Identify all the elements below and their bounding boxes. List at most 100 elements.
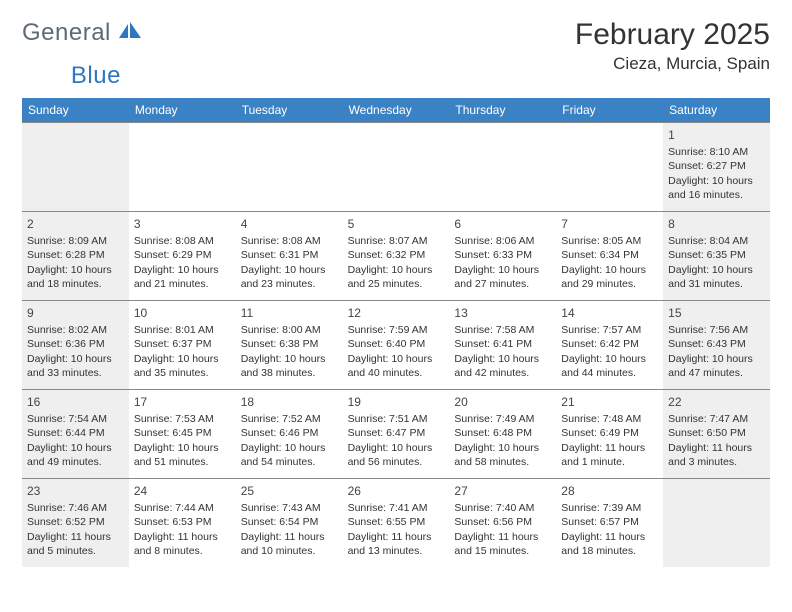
day-number: 19 xyxy=(348,394,445,410)
dow-cell: Thursday xyxy=(449,98,556,122)
day-detail-line: Sunset: 6:53 PM xyxy=(134,515,231,529)
day-detail-line: Sunrise: 8:01 AM xyxy=(134,323,231,337)
day-cell: 2Sunrise: 8:09 AMSunset: 6:28 PMDaylight… xyxy=(22,212,129,300)
day-cell: 4Sunrise: 8:08 AMSunset: 6:31 PMDaylight… xyxy=(236,212,343,300)
day-detail-line: Sunset: 6:42 PM xyxy=(561,337,658,351)
day-number: 10 xyxy=(134,305,231,321)
day-cell: 8Sunrise: 8:04 AMSunset: 6:35 PMDaylight… xyxy=(663,212,770,300)
week-row: 1Sunrise: 8:10 AMSunset: 6:27 PMDaylight… xyxy=(22,122,770,211)
day-detail-line: Sunrise: 8:04 AM xyxy=(668,234,765,248)
day-cell: 27Sunrise: 7:40 AMSunset: 6:56 PMDayligh… xyxy=(449,479,556,567)
day-detail-line: Sunset: 6:45 PM xyxy=(134,426,231,440)
day-detail-line: Daylight: 10 hours and 25 minutes. xyxy=(348,263,445,291)
day-detail-line: Sunset: 6:54 PM xyxy=(241,515,338,529)
day-detail-line: Sunset: 6:56 PM xyxy=(454,515,551,529)
calendar: SundayMondayTuesdayWednesdayThursdayFrid… xyxy=(22,98,770,567)
day-number: 2 xyxy=(27,216,124,232)
day-detail-line: Sunrise: 8:00 AM xyxy=(241,323,338,337)
day-cell: 18Sunrise: 7:52 AMSunset: 6:46 PMDayligh… xyxy=(236,390,343,478)
day-detail-line: Daylight: 10 hours and 29 minutes. xyxy=(561,263,658,291)
day-cell: 22Sunrise: 7:47 AMSunset: 6:50 PMDayligh… xyxy=(663,390,770,478)
day-detail-line: Sunrise: 7:47 AM xyxy=(668,412,765,426)
week-row: 16Sunrise: 7:54 AMSunset: 6:44 PMDayligh… xyxy=(22,389,770,478)
day-detail-line: Sunset: 6:49 PM xyxy=(561,426,658,440)
day-detail-line: Sunrise: 8:02 AM xyxy=(27,323,124,337)
day-detail-line: Sunrise: 7:48 AM xyxy=(561,412,658,426)
day-detail-line: Daylight: 11 hours and 3 minutes. xyxy=(668,441,765,469)
week-row: 9Sunrise: 8:02 AMSunset: 6:36 PMDaylight… xyxy=(22,300,770,389)
month-title: February 2025 xyxy=(575,18,770,52)
day-detail-line: Sunrise: 7:56 AM xyxy=(668,323,765,337)
day-cell xyxy=(556,123,663,211)
day-cell: 21Sunrise: 7:48 AMSunset: 6:49 PMDayligh… xyxy=(556,390,663,478)
day-detail-line: Daylight: 10 hours and 38 minutes. xyxy=(241,352,338,380)
title-block: February 2025 Cieza, Murcia, Spain xyxy=(575,18,770,74)
day-detail-line: Sunrise: 7:58 AM xyxy=(454,323,551,337)
day-number: 24 xyxy=(134,483,231,499)
day-number: 15 xyxy=(668,305,765,321)
day-detail-line: Sunset: 6:29 PM xyxy=(134,248,231,262)
day-number: 3 xyxy=(134,216,231,232)
day-detail-line: Sunrise: 7:52 AM xyxy=(241,412,338,426)
day-detail-line: Daylight: 10 hours and 21 minutes. xyxy=(134,263,231,291)
logo-sails-icon xyxy=(117,20,143,47)
day-cell xyxy=(236,123,343,211)
day-cell xyxy=(22,123,129,211)
day-detail-line: Sunset: 6:33 PM xyxy=(454,248,551,262)
logo-text-general: General xyxy=(22,19,111,47)
day-detail-line: Daylight: 10 hours and 16 minutes. xyxy=(668,174,765,202)
day-detail-line: Sunset: 6:44 PM xyxy=(27,426,124,440)
day-cell: 3Sunrise: 8:08 AMSunset: 6:29 PMDaylight… xyxy=(129,212,236,300)
week-row: 23Sunrise: 7:46 AMSunset: 6:52 PMDayligh… xyxy=(22,478,770,567)
day-number: 11 xyxy=(241,305,338,321)
day-number: 25 xyxy=(241,483,338,499)
logo: General xyxy=(22,18,145,47)
day-detail-line: Sunset: 6:50 PM xyxy=(668,426,765,440)
day-cell: 13Sunrise: 7:58 AMSunset: 6:41 PMDayligh… xyxy=(449,301,556,389)
day-cell: 14Sunrise: 7:57 AMSunset: 6:42 PMDayligh… xyxy=(556,301,663,389)
day-detail-line: Daylight: 11 hours and 18 minutes. xyxy=(561,530,658,558)
day-number: 5 xyxy=(348,216,445,232)
day-cell: 28Sunrise: 7:39 AMSunset: 6:57 PMDayligh… xyxy=(556,479,663,567)
day-cell: 25Sunrise: 7:43 AMSunset: 6:54 PMDayligh… xyxy=(236,479,343,567)
dow-cell: Saturday xyxy=(663,98,770,122)
day-cell: 17Sunrise: 7:53 AMSunset: 6:45 PMDayligh… xyxy=(129,390,236,478)
day-number: 13 xyxy=(454,305,551,321)
day-cell xyxy=(129,123,236,211)
day-number: 14 xyxy=(561,305,658,321)
day-detail-line: Daylight: 10 hours and 44 minutes. xyxy=(561,352,658,380)
day-detail-line: Sunset: 6:34 PM xyxy=(561,248,658,262)
day-detail-line: Daylight: 10 hours and 33 minutes. xyxy=(27,352,124,380)
day-cell: 16Sunrise: 7:54 AMSunset: 6:44 PMDayligh… xyxy=(22,390,129,478)
day-detail-line: Sunrise: 7:53 AM xyxy=(134,412,231,426)
week-row: 2Sunrise: 8:09 AMSunset: 6:28 PMDaylight… xyxy=(22,211,770,300)
day-detail-line: Sunset: 6:48 PM xyxy=(454,426,551,440)
day-detail-line: Sunset: 6:41 PM xyxy=(454,337,551,351)
day-number: 16 xyxy=(27,394,124,410)
day-number: 4 xyxy=(241,216,338,232)
day-cell: 15Sunrise: 7:56 AMSunset: 6:43 PMDayligh… xyxy=(663,301,770,389)
day-cell xyxy=(449,123,556,211)
day-detail-line: Daylight: 10 hours and 40 minutes. xyxy=(348,352,445,380)
day-detail-line: Sunset: 6:52 PM xyxy=(27,515,124,529)
day-detail-line: Sunrise: 7:51 AM xyxy=(348,412,445,426)
dow-cell: Friday xyxy=(556,98,663,122)
day-detail-line: Sunset: 6:37 PM xyxy=(134,337,231,351)
day-number: 12 xyxy=(348,305,445,321)
day-cell: 12Sunrise: 7:59 AMSunset: 6:40 PMDayligh… xyxy=(343,301,450,389)
logo-text-blue: Blue xyxy=(71,62,121,90)
day-cell: 24Sunrise: 7:44 AMSunset: 6:53 PMDayligh… xyxy=(129,479,236,567)
day-cell: 9Sunrise: 8:02 AMSunset: 6:36 PMDaylight… xyxy=(22,301,129,389)
day-detail-line: Daylight: 10 hours and 35 minutes. xyxy=(134,352,231,380)
day-cell: 1Sunrise: 8:10 AMSunset: 6:27 PMDaylight… xyxy=(663,123,770,211)
day-detail-line: Sunrise: 7:46 AM xyxy=(27,501,124,515)
day-detail-line: Sunset: 6:35 PM xyxy=(668,248,765,262)
day-cell: 5Sunrise: 8:07 AMSunset: 6:32 PMDaylight… xyxy=(343,212,450,300)
day-detail-line: Daylight: 11 hours and 8 minutes. xyxy=(134,530,231,558)
day-detail-line: Sunrise: 8:06 AM xyxy=(454,234,551,248)
day-detail-line: Daylight: 10 hours and 47 minutes. xyxy=(668,352,765,380)
day-detail-line: Daylight: 11 hours and 15 minutes. xyxy=(454,530,551,558)
day-detail-line: Daylight: 11 hours and 5 minutes. xyxy=(27,530,124,558)
day-cell xyxy=(663,479,770,567)
day-number: 18 xyxy=(241,394,338,410)
